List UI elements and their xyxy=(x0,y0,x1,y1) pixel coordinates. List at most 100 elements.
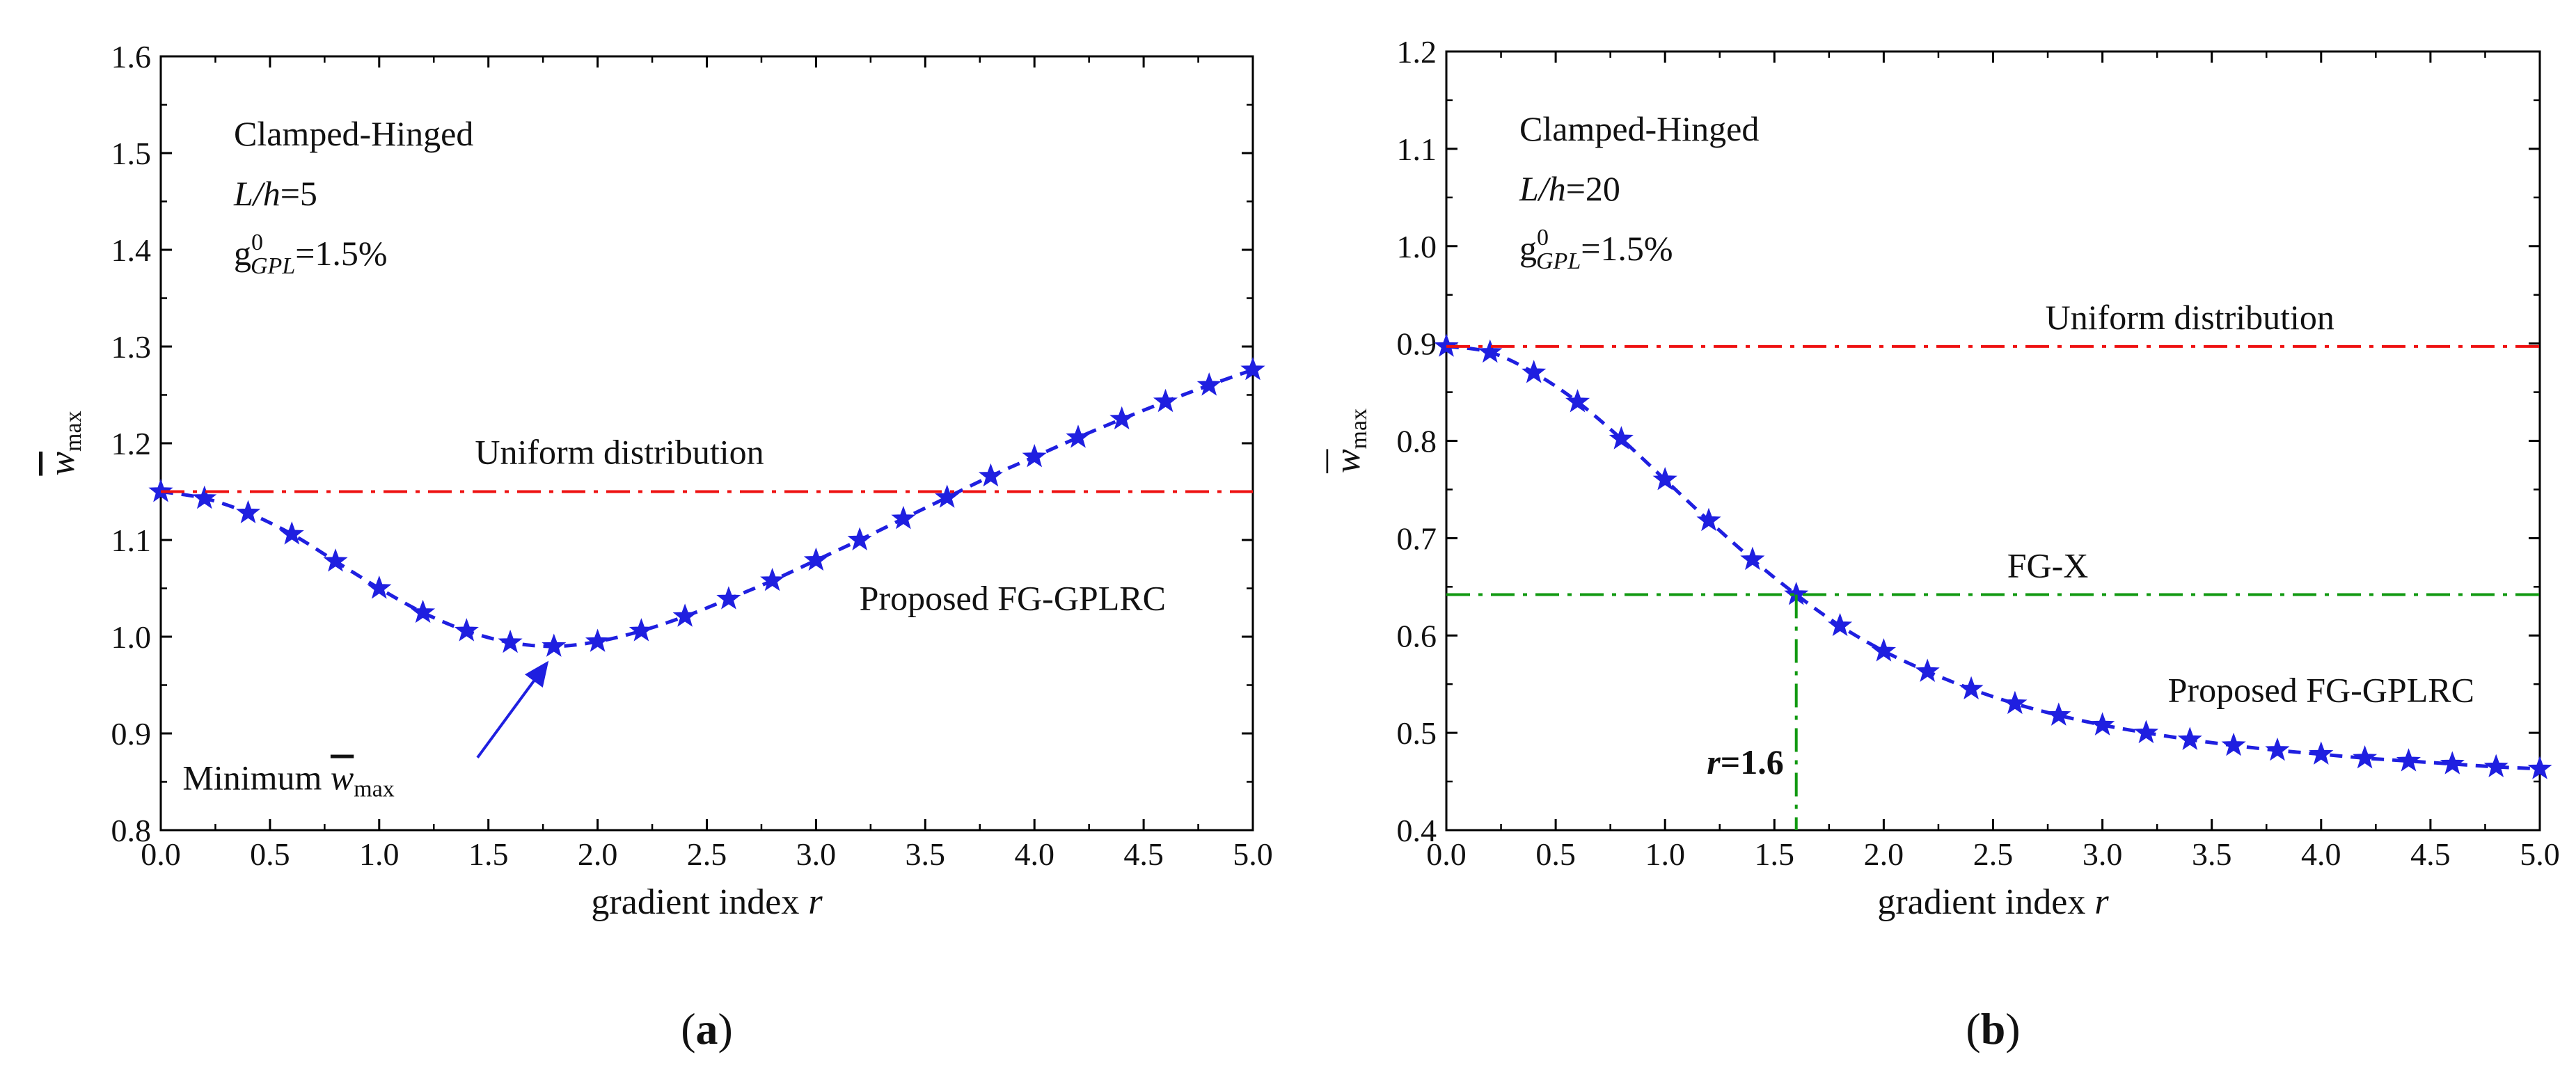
y-tick-label: 1.4 xyxy=(111,232,152,268)
y-tick-label: 0.9 xyxy=(111,716,152,752)
data-point-star xyxy=(2221,732,2246,756)
x-tick-label: 2.0 xyxy=(578,836,618,872)
data-point-star xyxy=(236,500,261,523)
x-tick-label: 0.0 xyxy=(141,836,181,872)
text-boundary-condition: Clamped-Hinged xyxy=(1519,109,1759,148)
data-point-star xyxy=(2527,756,2552,779)
data-point-star xyxy=(1066,424,1091,448)
y-tick-label: 1.2 xyxy=(1397,34,1437,70)
y-tick-label: 1.6 xyxy=(111,39,152,74)
y-tick-label: 1.0 xyxy=(1397,229,1437,264)
data-point-star xyxy=(2309,741,2334,765)
x-tick-label: 4.0 xyxy=(2301,836,2341,872)
x-tick-label: 0.0 xyxy=(1426,836,1467,872)
data-point-star xyxy=(1696,507,1721,532)
data-point-star xyxy=(1240,356,1265,381)
y-tick-label: 1.1 xyxy=(1397,132,1437,167)
x-tick-label: 2.0 xyxy=(1864,836,1904,872)
data-point-star xyxy=(1522,360,1547,383)
y-tick-label: 0.4 xyxy=(1397,813,1437,848)
x-tick-label: 3.5 xyxy=(906,836,946,872)
data-point-star xyxy=(1196,372,1222,396)
data-point-star xyxy=(1915,658,1940,682)
data-point-star xyxy=(2440,751,2465,774)
x-tick-label: 4.5 xyxy=(1123,836,1164,872)
data-point-star xyxy=(672,603,697,627)
data-point-star xyxy=(1478,339,1503,363)
legend-label-fg-x: FG-X xyxy=(2007,546,2089,585)
y-tick-label: 0.9 xyxy=(1397,326,1437,362)
data-point-star xyxy=(803,547,828,571)
text-boundary-condition: Clamped-Hinged xyxy=(234,114,473,153)
data-point-star xyxy=(2396,748,2421,772)
x-tick-label: 0.5 xyxy=(1535,836,1576,872)
chart-panel-a: 0.0 0.5 1.0 1.5 2.0 2.5 3.0 3.5 4.0 4.5 5.0 0.8 0.9 1… xyxy=(42,39,1273,1054)
text-gpl-fraction: g0 GPL=1.5% xyxy=(234,230,388,279)
x-tick-label: 1.0 xyxy=(359,836,400,872)
legend-label-proposed: Proposed FG-GPLRC xyxy=(2168,670,2474,709)
data-point-star xyxy=(847,527,872,550)
chart-panel-b: 0.0 0.5 1.0 1.5 2.0 2.5 3.0 3.5 4.0 4.5 5.0 0.4 0.5 0… xyxy=(1328,34,2560,1054)
y-tick-label: 1.3 xyxy=(111,329,152,365)
subfigure-label-b: (b) xyxy=(1966,1004,2020,1054)
data-point-star xyxy=(1565,389,1590,413)
data-point-star xyxy=(1828,612,1853,637)
x-axis-label: gradient index r xyxy=(1877,882,2109,922)
data-point-star xyxy=(1609,426,1634,450)
y-axis-label: wmax xyxy=(1328,408,1372,473)
data-point-star xyxy=(279,521,304,545)
y-tick-label: 1.5 xyxy=(111,136,152,171)
x-tick-label: 4.5 xyxy=(2410,836,2451,872)
text-gpl-fraction: g0 GPL=1.5% xyxy=(1519,225,1673,274)
legend-label-proposed: Proposed FG-GPLRC xyxy=(860,579,1166,618)
x-tick-label: 5.0 xyxy=(2520,836,2560,872)
x-tick-label: 1.5 xyxy=(468,836,509,872)
legend-label-uniform: Uniform distribution xyxy=(2046,298,2334,337)
x-tick-label: 2.5 xyxy=(1973,836,2014,872)
data-point-star xyxy=(1959,676,1984,700)
data-point-star xyxy=(542,633,567,657)
y-tick-label: 0.5 xyxy=(1397,715,1437,751)
data-point-star xyxy=(323,548,348,572)
data-point-star xyxy=(1652,467,1677,491)
data-point-star xyxy=(585,628,610,652)
annotation-minimum: Minimum wmax xyxy=(182,758,394,802)
x-tick-label: 4.0 xyxy=(1014,836,1054,872)
plot-frame xyxy=(1445,50,2541,832)
annotation-r-value: r=1.6 xyxy=(1707,742,1783,781)
y-tick-label: 1.0 xyxy=(111,619,152,655)
data-point-star xyxy=(629,618,654,642)
text-aspect-ratio: L/h=5 xyxy=(233,174,317,213)
subfigure-label-a: (a) xyxy=(681,1004,733,1054)
data-point-star xyxy=(2483,754,2508,777)
y-tick-label: 1.2 xyxy=(111,426,152,461)
x-axis-label: gradient index r xyxy=(591,882,823,922)
x-tick-label: 5.0 xyxy=(1233,836,1273,872)
data-point-star xyxy=(1740,546,1765,571)
x-tick-label: 1.5 xyxy=(1755,836,1795,872)
data-point-star xyxy=(1153,388,1178,413)
data-point-star xyxy=(2133,720,2158,744)
y-tick-label: 0.8 xyxy=(111,813,152,848)
x-tick-label: 3.0 xyxy=(796,836,837,872)
data-point-star xyxy=(192,485,217,509)
y-tick-label: 0.8 xyxy=(1397,424,1437,459)
data-point-star xyxy=(454,618,479,642)
data-point-star xyxy=(498,629,523,653)
data-point-star xyxy=(2177,726,2202,750)
data-point-star xyxy=(891,505,916,530)
data-point-star xyxy=(2002,690,2028,715)
x-tick-label: 2.5 xyxy=(687,836,727,872)
y-tick-label: 1.1 xyxy=(111,523,152,558)
annotation-arrow xyxy=(476,660,549,758)
data-point-star xyxy=(411,599,436,623)
data-point-star xyxy=(760,567,785,591)
y-axis-label: wmax xyxy=(42,411,86,475)
data-point-star xyxy=(2090,712,2115,736)
y-tick-label: 0.6 xyxy=(1397,618,1437,653)
data-point-star xyxy=(1109,406,1135,430)
x-tick-label: 3.5 xyxy=(2192,836,2232,872)
data-point-star xyxy=(367,575,392,599)
data-point-star xyxy=(2353,745,2378,769)
